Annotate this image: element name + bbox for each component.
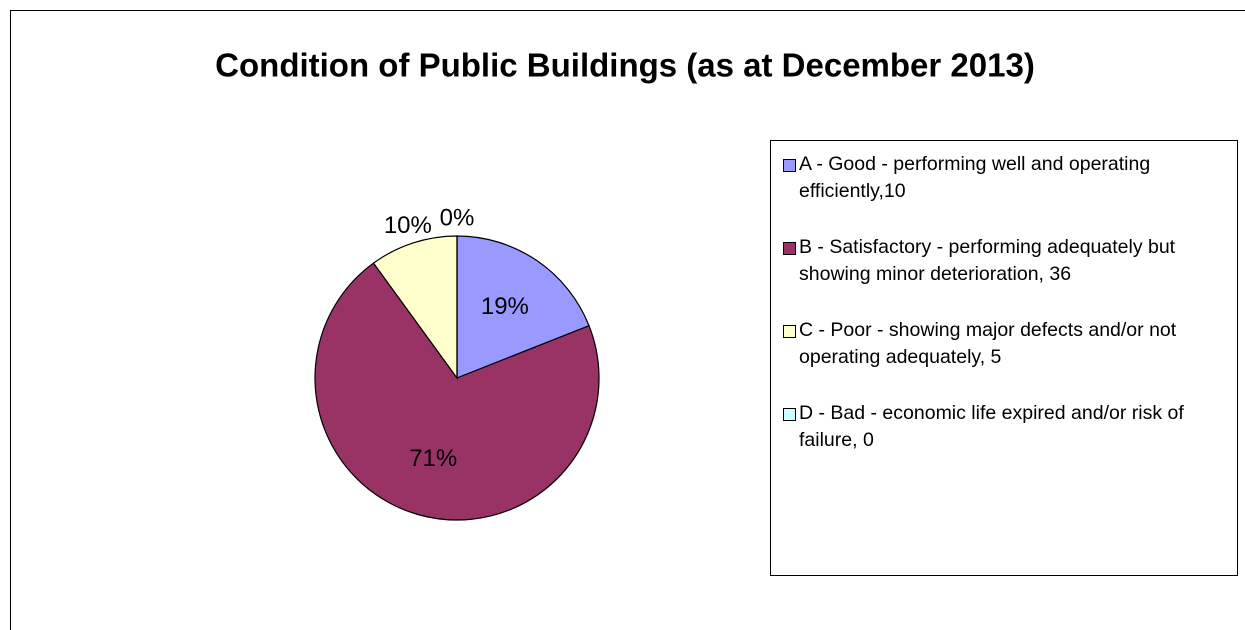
legend-entry: C - Poor - showing major defects and/or …	[783, 317, 1227, 371]
legend-swatch	[783, 325, 796, 338]
legend-entry: A - Good - performing well and operating…	[783, 151, 1227, 205]
pie-slice	[372, 235, 458, 380]
legend-label: A - Good - performing well and operating…	[799, 153, 1151, 202]
legend-swatch	[783, 159, 796, 172]
legend-swatch	[783, 242, 796, 255]
legend-swatch	[783, 408, 796, 421]
data-label: 10%	[384, 212, 432, 239]
data-label: 0%	[440, 204, 475, 231]
pie-slice	[456, 235, 590, 379]
legend: A - Good - performing well and operating…	[770, 140, 1238, 576]
legend-label: C - Poor - showing major defects and/or …	[799, 319, 1177, 368]
legend-entry: D - Bad - economic life expired and/or r…	[783, 400, 1227, 454]
chart-title: Condition of Public Buildings (as at Dec…	[215, 47, 1035, 84]
data-label: 19%	[481, 293, 529, 320]
data-label: 71%	[409, 445, 457, 472]
legend-label: D - Bad - economic life expired and/or r…	[799, 402, 1184, 451]
legend-entry: B - Satisfactory - performing adequately…	[783, 234, 1227, 288]
pie-slice	[314, 262, 600, 521]
legend-label: B - Satisfactory - performing adequately…	[799, 236, 1176, 285]
